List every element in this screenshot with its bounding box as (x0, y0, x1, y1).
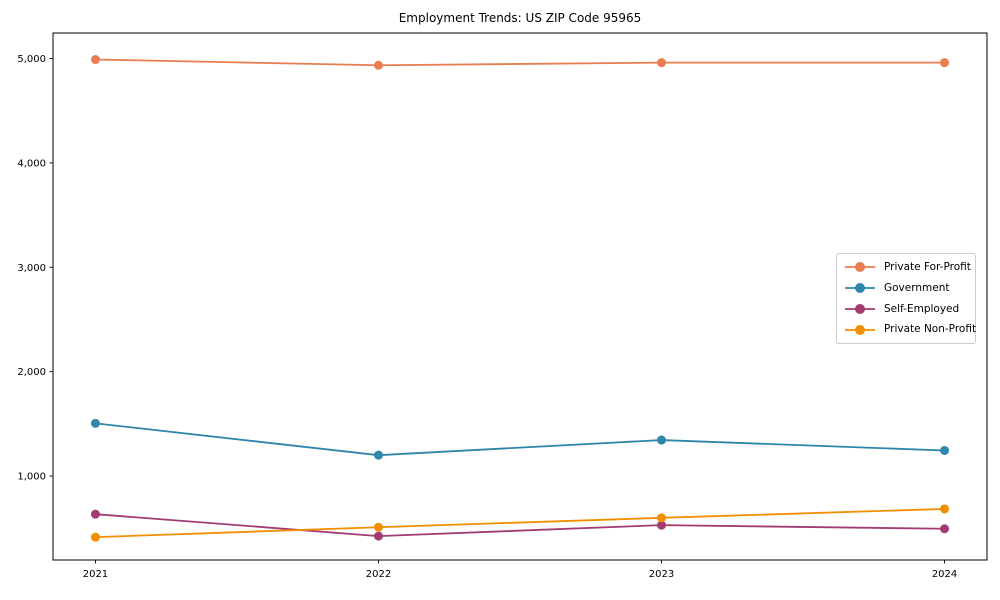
data-point-self-employed (373, 531, 383, 541)
legend-label: Government (884, 281, 950, 294)
data-point-private-non-profit (90, 532, 100, 542)
y-tick-label: 4,000 (17, 158, 46, 169)
legend-marker-icon (845, 324, 875, 335)
legend-item-government: Government (843, 282, 969, 294)
data-point-self-employed (940, 524, 950, 534)
legend-marker-icon (845, 303, 875, 314)
data-point-private-for-profit (657, 58, 667, 68)
x-tick-label: 2022 (366, 569, 391, 580)
x-tick-label: 2023 (649, 569, 674, 580)
legend-label: Self-Employed (884, 302, 960, 315)
data-point-private-for-profit (940, 58, 950, 68)
y-tick-label: 1,000 (17, 472, 46, 483)
series-line-private-for-profit (94, 58, 946, 67)
data-point-government (940, 445, 950, 455)
plot-frame (52, 32, 988, 561)
legend-label: Private Non-Profit (884, 323, 977, 336)
x-tick-label: 2024 (932, 569, 957, 580)
legend: Private For-Profit Government Self-Employe… (836, 253, 976, 344)
data-point-government (657, 435, 667, 445)
x-tick-label: 2021 (83, 569, 108, 580)
chart-title: Employment Trends: US ZIP Code 95965 (398, 11, 642, 25)
series-line-private-non-profit (94, 508, 946, 539)
data-point-private-for-profit (90, 55, 100, 65)
data-point-self-employed (657, 520, 667, 530)
y-tick-label: 2,000 (17, 367, 46, 378)
data-point-self-employed (90, 509, 100, 519)
legend-item-private-for-profit: Private For-Profit (843, 261, 971, 274)
data-point-private-non-profit (940, 504, 950, 514)
y-tick-label: 3,000 (17, 263, 46, 274)
y-tick-label: 5,000 (17, 54, 46, 65)
series-line-self-employed (94, 513, 946, 537)
legend-item-self-employed: Self-Employed (843, 303, 969, 315)
data-point-government (373, 450, 383, 460)
legend-item-private-non-profit: Private Non-Profit (843, 324, 976, 336)
legend-marker-icon (845, 262, 875, 273)
series-line-government (94, 422, 946, 457)
legend-label: Private For-Profit (884, 261, 971, 274)
data-point-private-non-profit (657, 513, 667, 523)
legend-marker-icon (845, 283, 875, 294)
data-point-private-non-profit (373, 522, 383, 532)
data-point-private-for-profit (373, 60, 383, 70)
data-point-government (90, 418, 100, 428)
